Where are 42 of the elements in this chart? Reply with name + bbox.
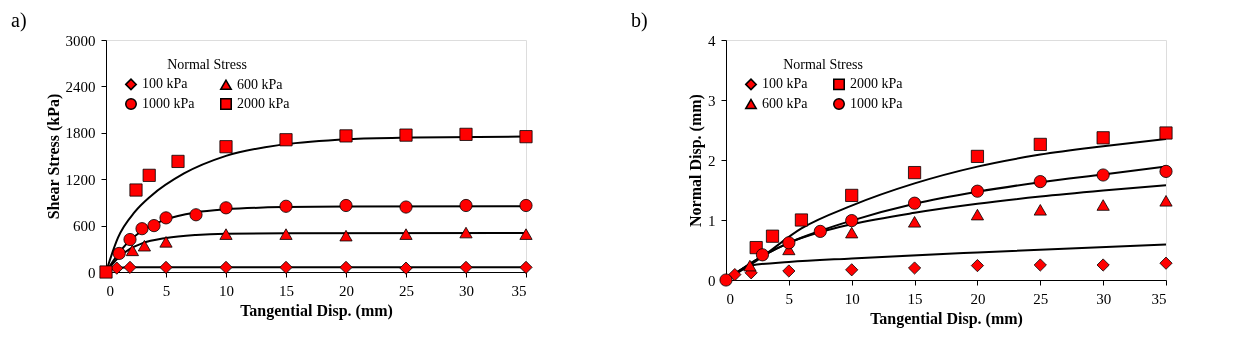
legend-label: 100 kPa: [142, 76, 189, 92]
legend-label: 600 kPa: [762, 96, 809, 111]
x-axis-title: Tangential Disp. (mm): [870, 309, 1023, 328]
legend-label: 2000 kPa: [237, 96, 291, 111]
y-tick-label: 3000: [65, 32, 96, 49]
x-tick-label: 10: [219, 282, 234, 299]
x-tick-label: 20: [970, 290, 986, 307]
x-tick-label: 30: [1096, 290, 1112, 307]
y-tick-label: 1200: [65, 171, 96, 188]
y-tick-label: 600: [73, 218, 96, 235]
legend-title: Normal Stress: [783, 57, 863, 72]
legend-label: 2000 kPa: [850, 76, 904, 92]
x-tick-label: 30: [459, 282, 474, 299]
x-tick-label: 20: [339, 282, 354, 299]
y-tick-label: 0: [88, 264, 96, 281]
y-axis-title: Normal Disp. (mm): [687, 94, 705, 227]
x-tick-label: 35: [511, 282, 527, 299]
x-tick-label: 15: [279, 282, 294, 299]
y-tick-label: 3: [708, 92, 716, 109]
x-tick-label: 25: [1033, 290, 1049, 307]
x-tick-label: 5: [785, 290, 794, 307]
x-tick-label: 0: [106, 282, 114, 299]
y-axis-title: Shear Stress (kPa): [44, 93, 63, 220]
x-axis-title: Tangential Disp. (mm): [240, 301, 393, 320]
chart-title: b): [631, 9, 648, 32]
y-tick-label: 4: [708, 32, 716, 49]
x-tick-label: 25: [399, 282, 414, 299]
y-tick-label: 1: [708, 212, 716, 229]
legend-label: 1000 kPa: [142, 96, 196, 111]
y-tick-label: 1800: [65, 125, 96, 142]
chart-title: a): [11, 9, 27, 32]
y-tick-label: 2: [708, 152, 716, 169]
legend-title: Normal Stress: [167, 57, 247, 72]
x-tick-label: 15: [907, 290, 923, 307]
x-tick-label: 10: [844, 290, 860, 307]
x-tick-label: 35: [1151, 290, 1167, 307]
legend-label: 600 kPa: [237, 76, 284, 92]
y-tick-label: 2400: [65, 78, 96, 95]
legend-label: 100 kPa: [762, 76, 809, 92]
x-tick-label: 5: [162, 282, 171, 299]
x-tick-label: 0: [726, 290, 734, 307]
legend-label: 1000 kPa: [850, 96, 904, 111]
